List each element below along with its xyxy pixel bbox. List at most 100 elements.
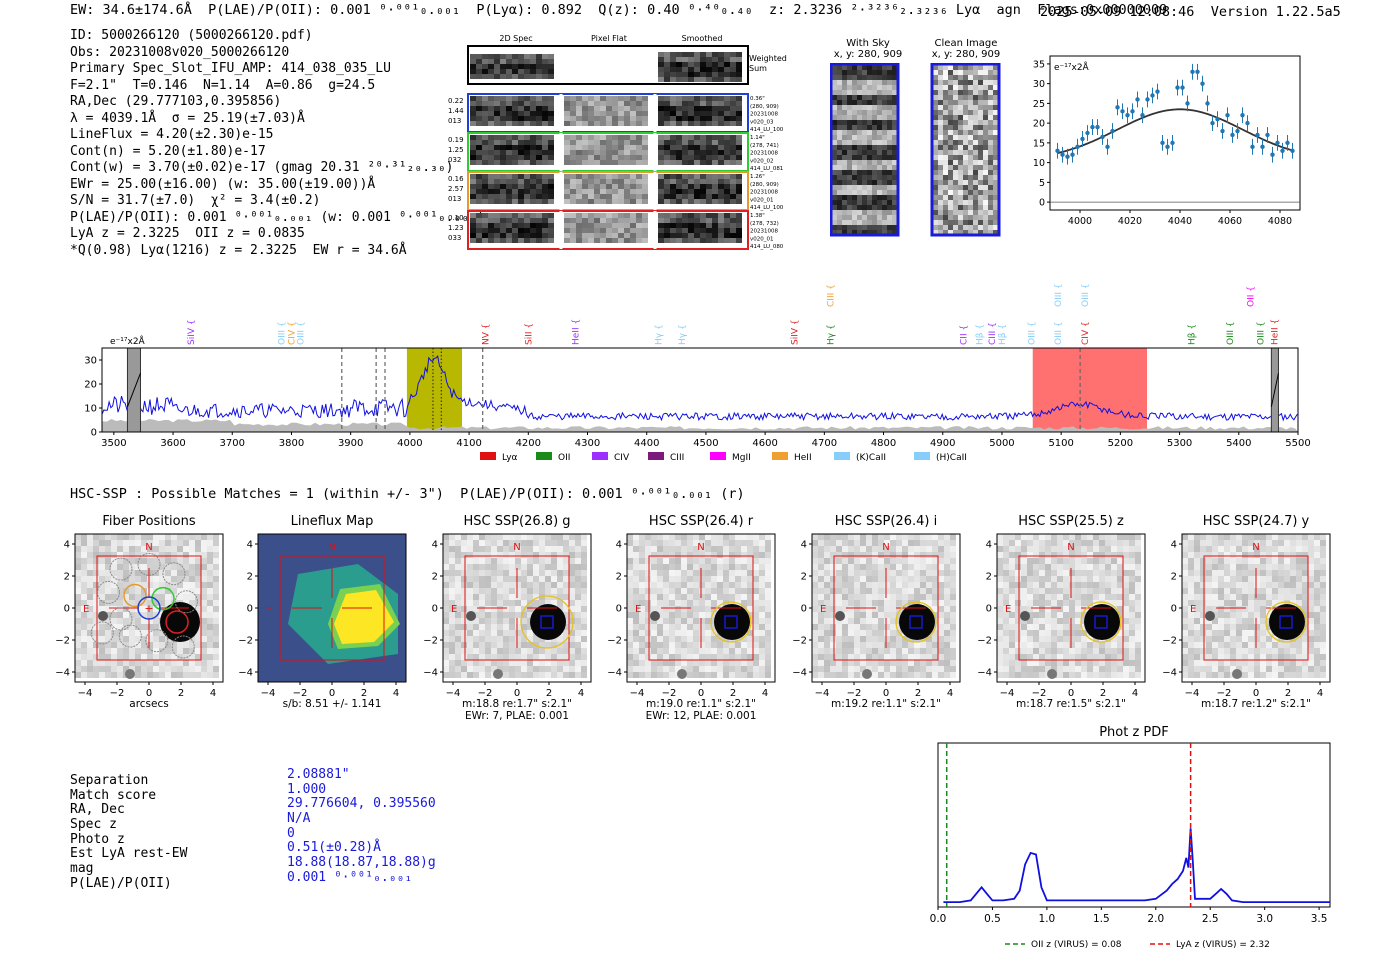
clean-pixel xyxy=(933,215,938,220)
hsc-pixel xyxy=(914,594,920,600)
hsc-pixel xyxy=(1075,666,1081,672)
hsc-pixel xyxy=(75,654,81,660)
hsc-pixel xyxy=(705,654,711,660)
hsc-pixel xyxy=(753,666,759,672)
hsc-pixel xyxy=(717,648,723,654)
hsc-pixel xyxy=(557,594,563,600)
hsc-pixel xyxy=(830,600,836,606)
hsc-pixel xyxy=(171,660,177,666)
hsc-pixel xyxy=(87,672,93,678)
hsc-pixel xyxy=(997,594,1003,600)
hsc-pixel xyxy=(932,594,938,600)
hsc-pixel xyxy=(896,564,902,570)
hsc-pixel xyxy=(687,630,693,636)
fiber-2d-spec xyxy=(470,174,554,204)
clean-pixel xyxy=(948,175,953,180)
pdf-legend-label: OII z (VIRUS) = 0.08 xyxy=(1031,940,1122,950)
hsc-pixel xyxy=(711,612,717,618)
hsc-pixel xyxy=(123,564,129,570)
hsc-pixel xyxy=(1009,570,1015,576)
hsc-pixel xyxy=(87,654,93,660)
hsc-pixel xyxy=(651,570,657,576)
hsc-xtick-label: −2 xyxy=(110,688,125,699)
clean-pixel xyxy=(988,170,993,175)
hsc-pixel xyxy=(93,612,99,618)
hsc-pixel xyxy=(639,666,645,672)
sky-pixel xyxy=(892,160,897,165)
hsc-pixel xyxy=(1272,600,1278,606)
hsc-pixel xyxy=(129,558,135,564)
hsc-pixel xyxy=(1063,606,1069,612)
hsc-pixel xyxy=(872,588,878,594)
sky-pixel xyxy=(847,165,852,170)
spectrum-xtick-label: 4800 xyxy=(871,438,896,449)
clean-pixel xyxy=(963,220,968,225)
hsc-pixel xyxy=(872,636,878,642)
sky-pixel xyxy=(872,80,877,85)
sky-pixel xyxy=(842,105,847,110)
clean-pixel xyxy=(943,170,948,175)
hsc-pixel xyxy=(75,588,81,594)
bright-source xyxy=(1269,604,1305,640)
hsc-pixel xyxy=(675,534,681,540)
hsc-pixel xyxy=(1063,582,1069,588)
fiber-left-label: 0.19 xyxy=(448,136,464,144)
hsc-pixel xyxy=(1236,642,1242,648)
hsc-pixel xyxy=(1218,552,1224,558)
hsc-pixel xyxy=(87,606,93,612)
north-label: N xyxy=(1252,542,1259,553)
hsc-pixel xyxy=(563,624,569,630)
legend-label: CIV xyxy=(614,453,630,463)
hsc-pixel xyxy=(1224,594,1230,600)
hsc-pixel xyxy=(723,546,729,552)
hsc-pixel xyxy=(765,540,771,546)
hsc-pixel xyxy=(183,672,189,678)
hsc-pixel xyxy=(675,612,681,618)
clean-pixel xyxy=(973,85,978,90)
clean-pixel xyxy=(943,155,948,160)
hsc-pixel xyxy=(569,600,575,606)
hsc-pixel xyxy=(1284,534,1290,540)
hsc-pixel xyxy=(563,582,569,588)
hsc-pixel xyxy=(681,534,687,540)
hsc-pixel xyxy=(669,540,675,546)
hsc-pixel xyxy=(735,636,741,642)
hsc-pixel xyxy=(1308,546,1314,552)
hsc-pixel xyxy=(171,558,177,564)
hsc-pixel xyxy=(479,642,485,648)
sky-pixel xyxy=(852,105,857,110)
hsc-pixel xyxy=(729,540,735,546)
sky-pixel xyxy=(847,210,852,215)
hsc-pixel xyxy=(1039,594,1045,600)
sky-pixel xyxy=(887,120,892,125)
hsc-pixel xyxy=(171,642,177,648)
hsc-pixel xyxy=(551,654,557,660)
hsc-pixel xyxy=(1027,534,1033,540)
hsc-pixel xyxy=(1057,642,1063,648)
hsc-pixel xyxy=(533,600,539,606)
hsc-pixel xyxy=(645,612,651,618)
hsc-pixel xyxy=(1314,606,1320,612)
sky-pixel xyxy=(877,145,882,150)
hsc-pixel xyxy=(1308,618,1314,624)
hsc-pixel xyxy=(99,582,105,588)
hsc-pixel xyxy=(1075,630,1081,636)
hsc-pixel xyxy=(944,594,950,600)
sky-pixel xyxy=(882,120,887,125)
north-label: N xyxy=(145,542,152,553)
hsc-pixel xyxy=(497,540,503,546)
hsc-pixel xyxy=(914,540,920,546)
hsc-pixel xyxy=(1236,564,1242,570)
hsc-pixel xyxy=(633,630,639,636)
clean-pixel xyxy=(978,150,983,155)
hsc-pixel xyxy=(902,600,908,606)
hsc-pixel xyxy=(1027,540,1033,546)
hsc-pixel xyxy=(1009,552,1015,558)
hsc-pixel xyxy=(455,612,461,618)
hsc-pixel xyxy=(681,648,687,654)
spectrum-line-label: OIII { xyxy=(1028,321,1038,345)
clean-pixel xyxy=(963,100,968,105)
hsc-pixel xyxy=(765,564,771,570)
hsc-pixel xyxy=(1015,606,1021,612)
hsc-pixel xyxy=(1302,552,1308,558)
